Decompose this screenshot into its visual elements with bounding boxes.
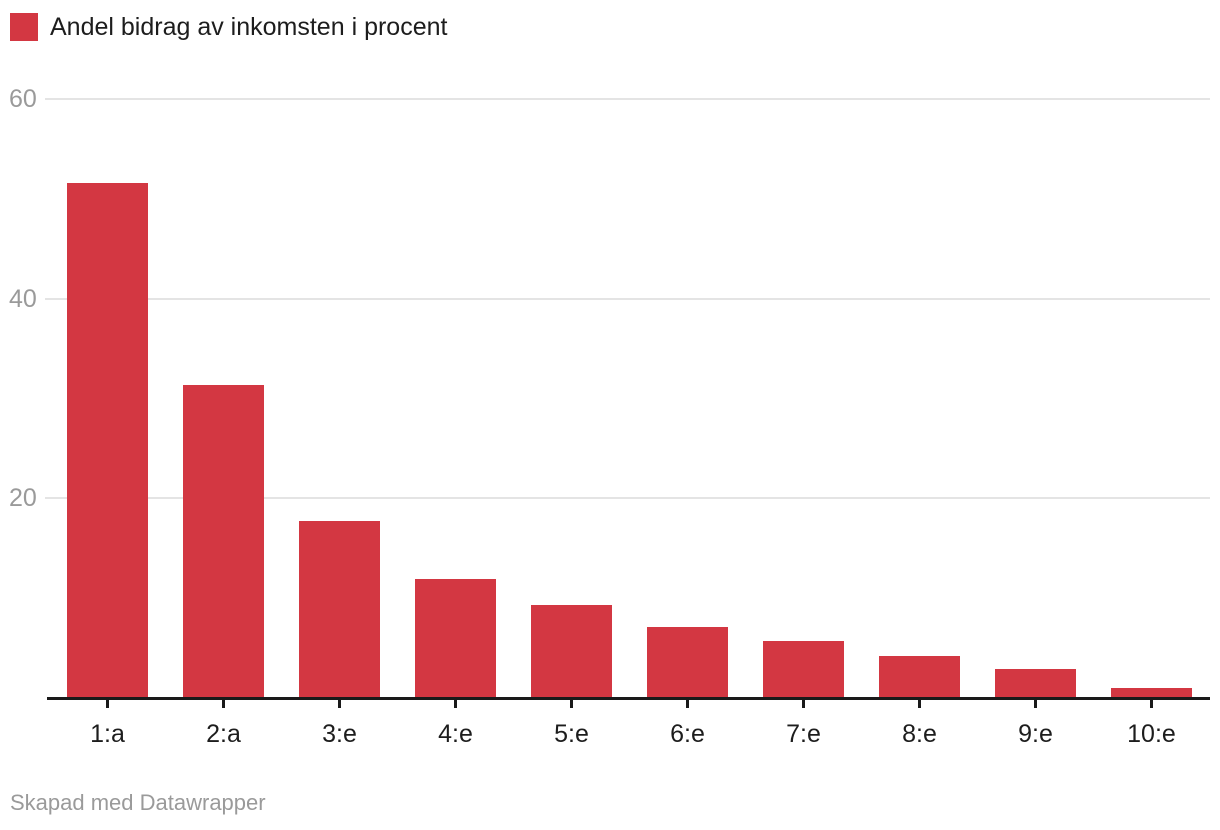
x-axis-tick (918, 700, 921, 708)
bar (995, 669, 1076, 697)
gridline (45, 496, 1210, 499)
x-axis-tick (686, 700, 689, 708)
bar (647, 627, 728, 697)
x-axis-tick-label: 9:e (1018, 720, 1053, 748)
gridline (45, 297, 1210, 300)
x-axis-tick (802, 700, 805, 708)
bar (67, 183, 148, 697)
x-axis-tick-label: 2:a (206, 720, 241, 748)
y-axis-tick-label: 40 (9, 284, 37, 313)
x-axis-tick (106, 700, 109, 708)
x-axis-tick-label: 1:a (90, 720, 125, 748)
y-axis-tick-label: 60 (9, 85, 37, 114)
bar (531, 605, 612, 697)
bar (183, 385, 264, 697)
attribution-text: Skapad med Datawrapper (10, 790, 266, 815)
bar (1111, 688, 1192, 697)
gridline (45, 98, 1210, 101)
bar (879, 656, 960, 697)
x-axis-tick-label: 7:e (786, 720, 821, 748)
x-axis-tick (454, 700, 457, 708)
x-axis-tick-label: 5:e (554, 720, 589, 748)
x-axis-tick (338, 700, 341, 708)
x-axis-tick (570, 700, 573, 708)
x-axis-tick-label: 10:e (1127, 720, 1176, 748)
x-axis-tick-label: 8:e (902, 720, 937, 748)
bar (415, 579, 496, 697)
x-axis-line (47, 697, 1210, 700)
bar (299, 521, 380, 697)
legend-label: Andel bidrag av inkomsten i procent (50, 13, 448, 41)
x-axis-tick (1150, 700, 1153, 708)
x-axis-tick (1034, 700, 1037, 708)
x-axis-tick-label: 6:e (670, 720, 705, 748)
legend-swatch (10, 13, 38, 41)
x-axis-tick (222, 700, 225, 708)
bar (763, 641, 844, 697)
x-axis-tick-label: 4:e (438, 720, 473, 748)
y-axis-tick-label: 20 (9, 483, 37, 512)
x-axis-tick-label: 3:e (322, 720, 357, 748)
legend: Andel bidrag av inkomsten i procent (10, 13, 447, 41)
